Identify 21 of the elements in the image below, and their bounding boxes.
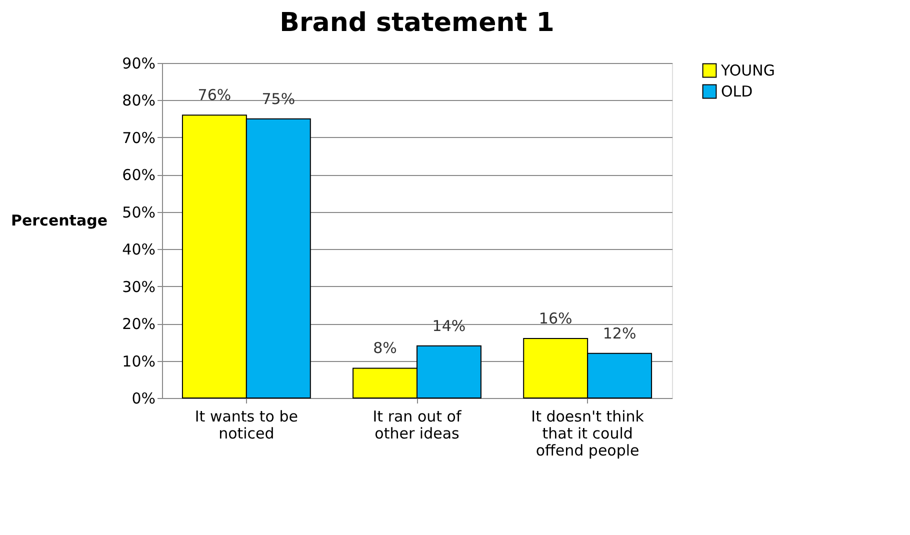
data-label: 76% xyxy=(198,86,232,104)
y-axis-title: Percentage xyxy=(10,212,108,230)
y-tick-label: 30% xyxy=(122,278,156,296)
y-tick-label: 80% xyxy=(122,92,156,110)
x-tick-label: It ran out of other ideas xyxy=(372,408,462,442)
y-tick-label: 20% xyxy=(122,315,156,334)
y-tick-label: 40% xyxy=(122,240,156,259)
y-tick-label: 70% xyxy=(122,128,156,147)
legend-label: YOUNG xyxy=(720,62,775,80)
chart-title: Brand statement 1 xyxy=(280,8,554,38)
y-tick-label: 90% xyxy=(122,54,156,72)
legend-label: OLD xyxy=(721,82,753,100)
y-tick-label: 60% xyxy=(122,166,156,184)
y-tick-label: 50% xyxy=(122,203,156,222)
data-label: 8% xyxy=(373,339,397,358)
data-label: 12% xyxy=(602,324,636,342)
y-tick-label: 10% xyxy=(122,352,156,370)
y-tick-label: 0% xyxy=(132,390,156,408)
x-tick-label: It doesn't think that it could offend people xyxy=(531,408,644,460)
x-tick-label: It wants to be noticed xyxy=(194,408,298,442)
data-label: 16% xyxy=(538,309,572,328)
